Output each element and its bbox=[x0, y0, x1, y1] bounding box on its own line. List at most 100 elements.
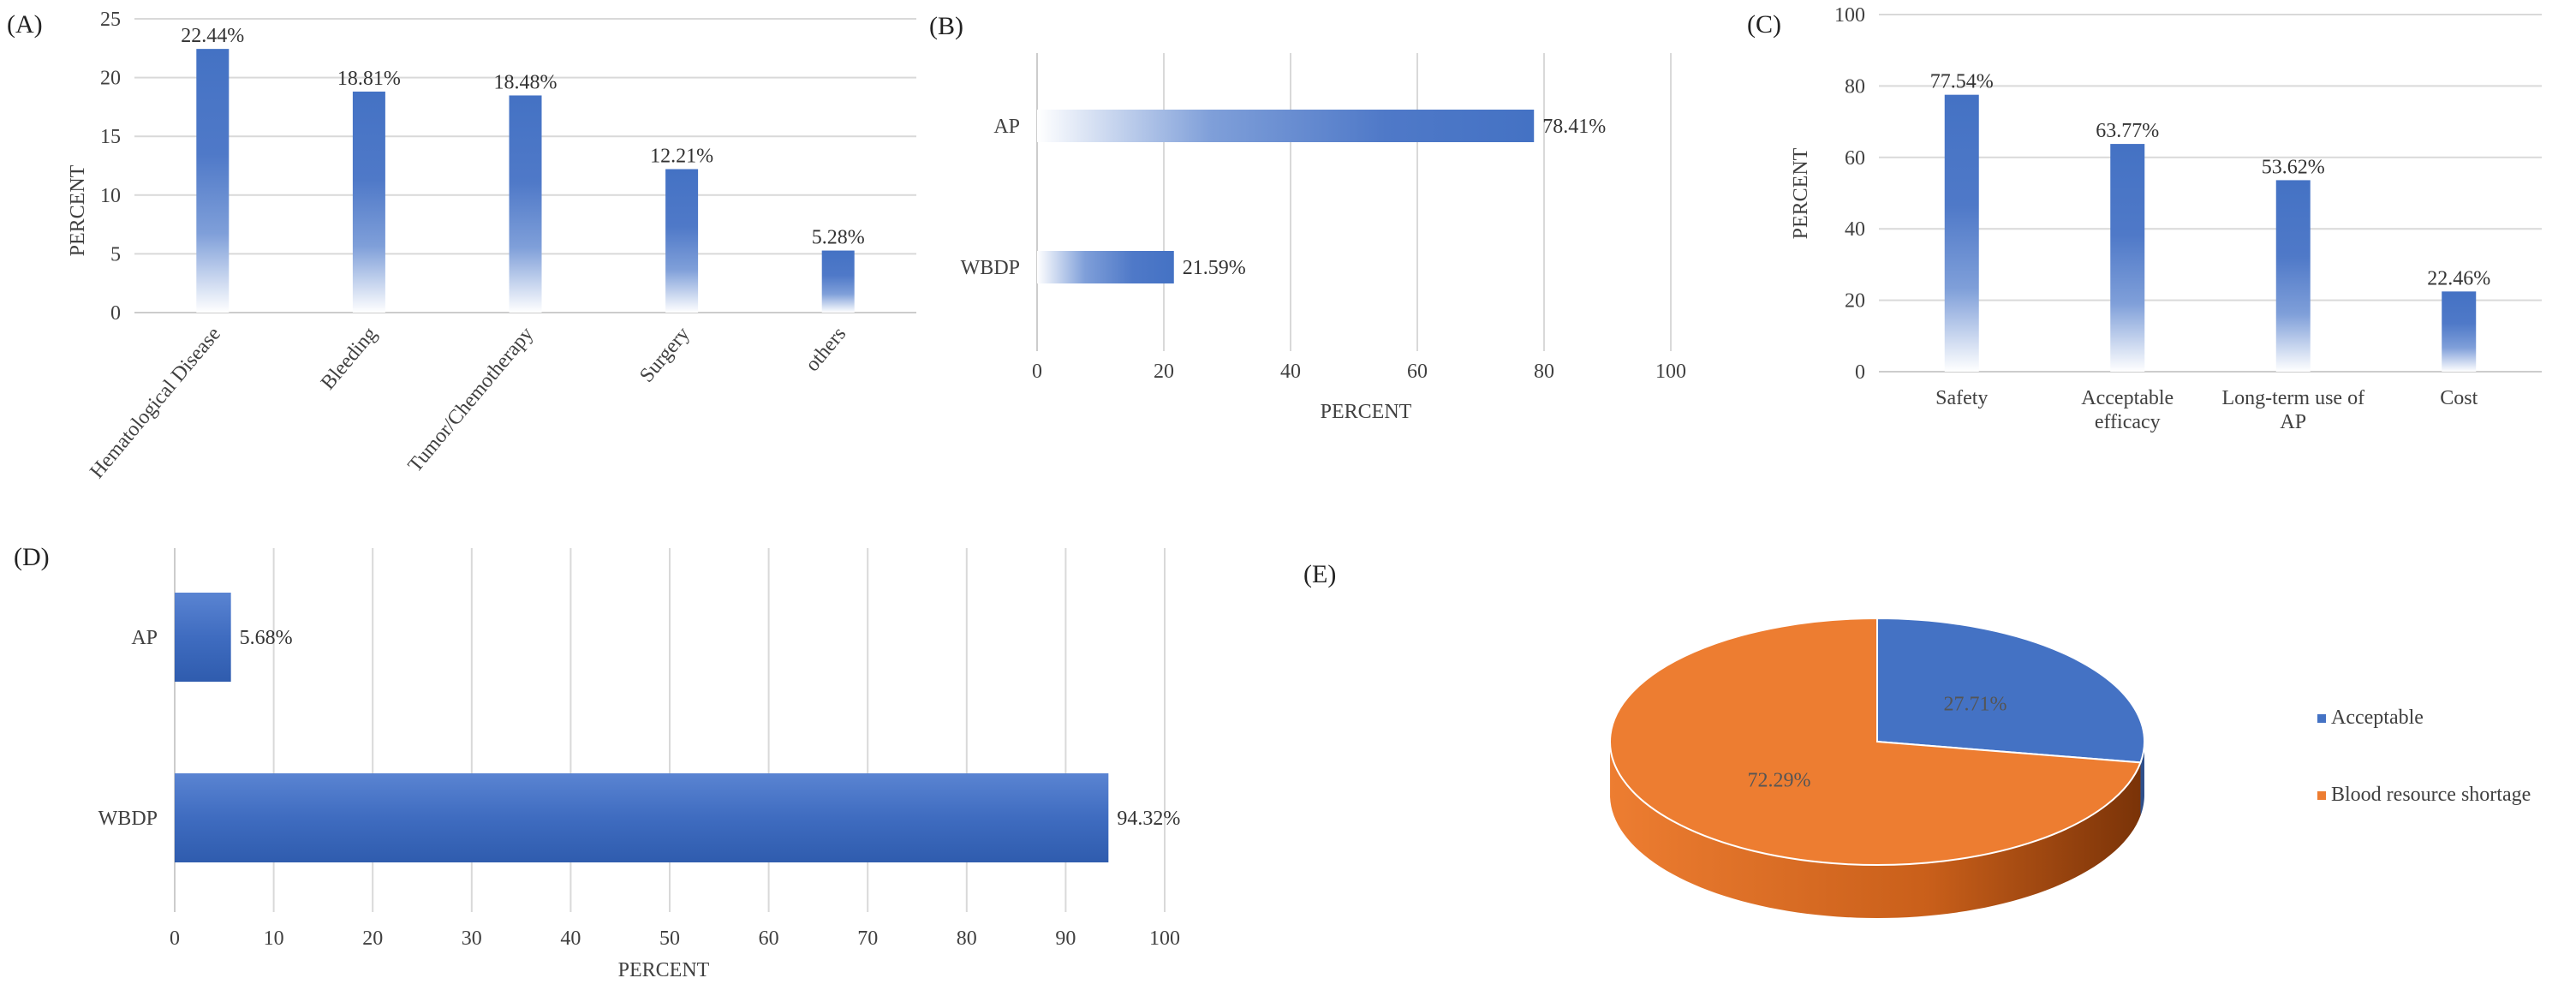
panel-c-y-axis-title: PERCENT bbox=[1790, 147, 1812, 239]
data-label: 94.32% bbox=[1117, 808, 1180, 830]
panel-e: (E) 27.71% 72.29% Acceptable Blood resourc… bbox=[1303, 560, 2531, 918]
x-tick-label: 100 bbox=[1149, 927, 1180, 950]
data-label: 5.68% bbox=[240, 627, 293, 649]
panel-d-x-axis-title: PERCENT bbox=[618, 959, 710, 981]
x-tick-label: 20 bbox=[362, 927, 383, 950]
panel-d-x-ticks: 0 10 20 30 40 50 60 70 80 90 100 bbox=[170, 927, 1180, 950]
x-tick-label: 40 bbox=[560, 927, 581, 950]
data-label: 18.81% bbox=[337, 68, 401, 90]
bar bbox=[175, 593, 231, 682]
legend-label: Blood resource shortage bbox=[2331, 784, 2531, 806]
y-tick-label: AP bbox=[131, 627, 158, 649]
x-tick-label: 90 bbox=[1055, 927, 1076, 950]
legend-label: Acceptable bbox=[2331, 707, 2424, 729]
bar bbox=[352, 91, 385, 313]
x-tick-label: Hematological Disease bbox=[86, 323, 225, 483]
data-label: 53.62% bbox=[2262, 156, 2325, 178]
y-tick-label: 0 bbox=[110, 302, 121, 325]
y-tick-label: 5 bbox=[110, 243, 121, 265]
panel-d-category-labels: AP WBDP bbox=[98, 627, 158, 830]
y-tick-label: 25 bbox=[100, 9, 121, 31]
x-tick-label: Tumor/Chemotherapy bbox=[404, 323, 538, 476]
panel-b-x-ticks: 0 20 40 60 80 100 bbox=[1032, 361, 1686, 383]
panel-c-label: (C) bbox=[1747, 10, 1781, 39]
data-label: 22.44% bbox=[181, 25, 244, 47]
x-tick-label: 80 bbox=[957, 927, 977, 950]
bar bbox=[196, 49, 230, 313]
panel-a-y-ticks: 0 5 10 15 20 25 bbox=[100, 9, 121, 325]
x-tick-label: 10 bbox=[264, 927, 284, 950]
panel-c-gridlines bbox=[1879, 14, 2542, 373]
y-tick-label: 20 bbox=[100, 68, 121, 90]
panel-c-data-labels: 77.54% 63.77% 53.62% 22.46% bbox=[1930, 71, 2491, 290]
x-tick-label: Surgery bbox=[635, 323, 694, 387]
bar bbox=[665, 169, 699, 313]
y-tick-label: 20 bbox=[1845, 290, 1865, 313]
x-tick-label: 50 bbox=[659, 927, 680, 950]
panel-a-data-labels: 22.44% 18.81% 18.48% 12.21% 5.28% bbox=[181, 25, 864, 248]
x-tick-label: AP bbox=[2280, 411, 2306, 433]
x-tick-label: 60 bbox=[1407, 361, 1428, 383]
panel-b-bars bbox=[1037, 110, 1535, 283]
panel-c-y-ticks: 0 20 40 60 80 100 bbox=[1834, 4, 1865, 384]
x-tick-label: 30 bbox=[462, 927, 482, 950]
data-label: 63.77% bbox=[2096, 120, 2159, 142]
bar bbox=[2275, 180, 2311, 372]
panel-b-data-labels: 78.41% 21.59% bbox=[1183, 116, 1606, 279]
legend-swatch bbox=[2317, 714, 2326, 723]
x-tick-label: 60 bbox=[759, 927, 779, 950]
panel-e-label: (E) bbox=[1303, 560, 1336, 588]
panel-d-bars bbox=[175, 593, 1109, 862]
pie-slice-label: 27.71% bbox=[1944, 693, 2007, 715]
panel-b: (B) 0 20 40 60 80 100 78.41% 21.59% AP WBDP PER… bbox=[929, 12, 1686, 423]
panel-b-gridlines bbox=[1036, 53, 1672, 351]
x-tick-label: 20 bbox=[1154, 361, 1174, 383]
pie-slice bbox=[1876, 617, 2145, 764]
bar bbox=[1944, 94, 1979, 372]
panel-d-data-labels: 5.68% 94.32% bbox=[240, 627, 1181, 830]
x-tick-label: Safety bbox=[1935, 387, 1988, 409]
bar bbox=[1037, 110, 1535, 142]
x-tick-label: Cost bbox=[2440, 387, 2478, 409]
data-label: 22.46% bbox=[2427, 267, 2490, 289]
x-tick-label: efficacy bbox=[2095, 411, 2161, 433]
y-tick-label: 0 bbox=[1855, 361, 1865, 384]
data-label: 78.41% bbox=[1542, 116, 1606, 138]
data-label: 18.48% bbox=[494, 71, 558, 93]
y-tick-label: 80 bbox=[1845, 75, 1865, 98]
bar bbox=[509, 95, 542, 313]
data-label: 77.54% bbox=[1930, 71, 1994, 93]
panel-a-category-labels: Hematological Disease Bleeding Tumor/Chemo… bbox=[86, 323, 850, 483]
panel-a-y-axis-title: PERCENT bbox=[67, 164, 89, 256]
panel-b-label: (B) bbox=[929, 12, 963, 40]
panel-a-label: (A) bbox=[7, 10, 43, 39]
y-tick-label: 15 bbox=[100, 126, 121, 148]
x-tick-label: Bleeding bbox=[317, 323, 382, 394]
data-label: 5.28% bbox=[812, 227, 865, 249]
legend-swatch bbox=[2317, 791, 2326, 800]
bar bbox=[1037, 251, 1174, 283]
panel-d-label: (D) bbox=[14, 543, 50, 571]
pie-slice-label: 72.29% bbox=[1747, 770, 1810, 792]
panel-e-legend: Acceptable Blood resource shortage bbox=[2317, 707, 2531, 806]
x-tick-label: 100 bbox=[1655, 361, 1686, 383]
x-tick-label: Long-term use of bbox=[2221, 387, 2364, 409]
x-tick-label: others bbox=[802, 323, 851, 376]
x-tick-label: 0 bbox=[1032, 361, 1042, 383]
panel-b-category-labels: AP WBDP bbox=[961, 116, 1020, 279]
panel-e-pie: 27.71% 72.29% bbox=[1609, 617, 2145, 918]
x-tick-label: Acceptable bbox=[2081, 387, 2174, 409]
panel-a-bars bbox=[196, 49, 855, 313]
y-tick-label: 40 bbox=[1845, 218, 1865, 241]
panel-b-x-axis-title: PERCENT bbox=[1321, 401, 1412, 423]
pie-side bbox=[1610, 743, 2141, 918]
y-tick-label: 10 bbox=[100, 185, 121, 207]
data-label: 12.21% bbox=[650, 145, 713, 167]
x-tick-label: 70 bbox=[857, 927, 878, 950]
pie-slice bbox=[1609, 617, 2142, 866]
bar bbox=[175, 773, 1109, 862]
x-tick-label: 0 bbox=[170, 927, 180, 950]
bar bbox=[2110, 144, 2145, 372]
